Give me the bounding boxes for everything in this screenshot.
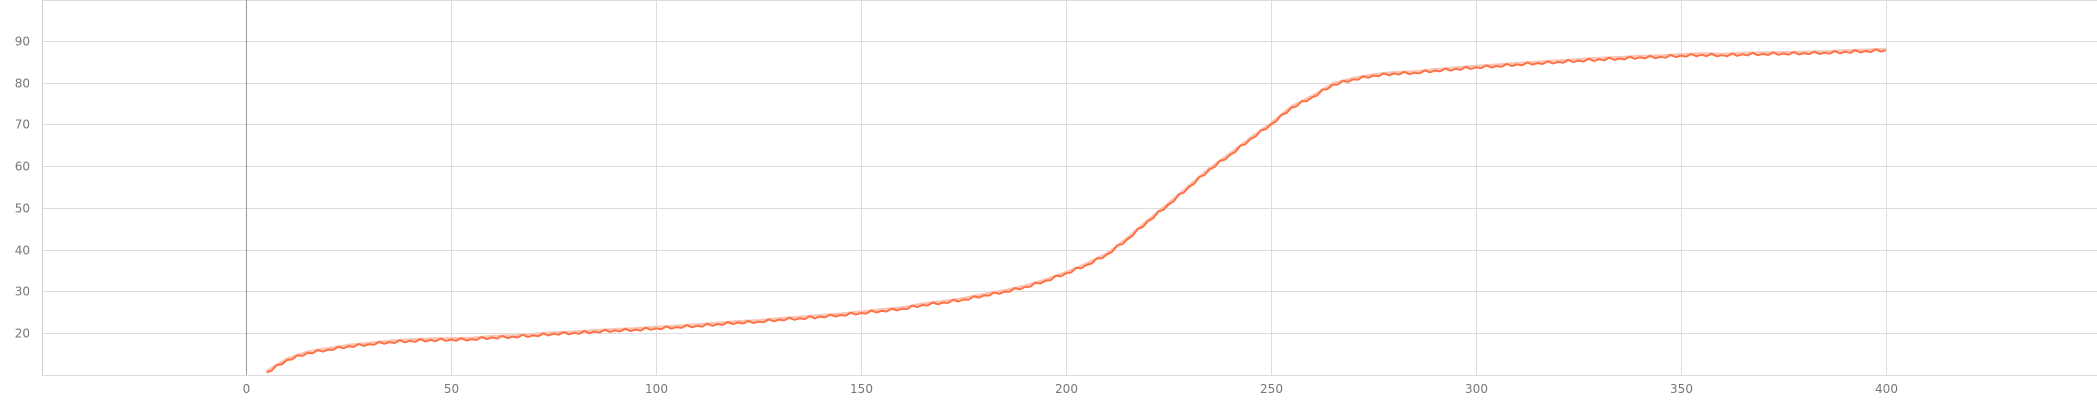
x-tick-label: 150 — [850, 382, 873, 396]
y-tick-label: 70 — [15, 118, 30, 132]
x-tick-label: 300 — [1465, 382, 1488, 396]
y-tick-label: 80 — [15, 77, 30, 91]
y-tick-label: 20 — [15, 327, 30, 341]
x-tick-label: 0 — [243, 382, 251, 396]
x-tick-label: 350 — [1670, 382, 1693, 396]
x-tick-label: 50 — [444, 382, 459, 396]
series-line — [266, 48, 1887, 374]
y-tick-label: 60 — [15, 160, 30, 174]
x-tick-label: 250 — [1260, 382, 1283, 396]
x-tick-label: 400 — [1875, 382, 1898, 396]
x-tick-label: 100 — [645, 382, 668, 396]
x-tick-label: 200 — [1055, 382, 1078, 396]
y-tick-label: 40 — [15, 244, 30, 258]
y-tick-label: 90 — [15, 35, 30, 49]
y-tick-label: 50 — [15, 202, 30, 216]
series-smoothed-line — [265, 47, 1887, 372]
y-tick-label: 30 — [15, 285, 30, 299]
